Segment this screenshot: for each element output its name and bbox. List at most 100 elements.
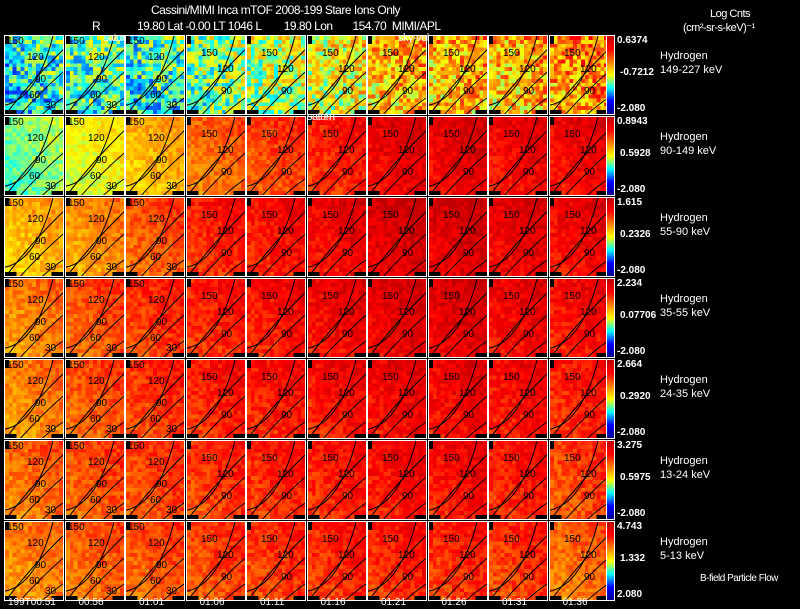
contour-line (404, 421, 426, 438)
contour-line (102, 97, 124, 114)
heatmap-cells (65, 279, 124, 357)
contour-label: 30 (106, 262, 118, 273)
contour-line (443, 71, 487, 114)
sky-map-panel: 150 120 90 60 30 (4, 521, 64, 601)
heatmap-cells (549, 279, 608, 357)
contour-line (41, 421, 63, 438)
sky-map-panel: 150 120 90 (185, 521, 246, 601)
contour-label: 150 (443, 129, 460, 140)
pitch-angle-contours: 150 120 90 (428, 522, 487, 600)
sky-map-panel: 150 120 90 (488, 359, 548, 439)
contour-label: 90 (342, 167, 354, 178)
contour-line (525, 421, 547, 438)
contour-label: 120 (580, 550, 597, 561)
contour-label: 90 (342, 329, 354, 340)
sky-map-panel: 150 120 90 (185, 197, 246, 277)
contour-line (65, 211, 124, 276)
contour-line (428, 360, 477, 430)
sky-map-panel: 150 120 90 (306, 521, 367, 601)
contour-line (201, 71, 245, 114)
contour-label: 90 (156, 74, 168, 85)
contour-label: 30 (166, 343, 178, 354)
colorbar-min: 2.080 (617, 589, 643, 600)
pitch-angle-contours: 150 120 90 (307, 36, 366, 114)
contour-label: 30 (106, 100, 118, 111)
contour-label: 90 (281, 410, 293, 421)
contour-label: 90 (523, 410, 535, 421)
channel-species: Hydrogen (660, 130, 708, 143)
contour-label: 90 (342, 491, 354, 502)
sky-map-panel: 150 120 90 60 30 (125, 521, 185, 601)
contour-label: 150 (503, 453, 520, 464)
heatmap-cells (307, 279, 366, 357)
position-info: 19.80 Lat -0.00 LT 1046 L 19.80 Lon 154.… (137, 19, 441, 33)
plot-title: Cassini/MIMI Inca mTOF 2008-199 Stare Io… (151, 3, 401, 17)
contour-line (344, 178, 366, 195)
contour-label: 150 (503, 129, 520, 140)
contour-label: 90 (281, 572, 293, 583)
contour-line (368, 279, 417, 349)
contour-line (5, 36, 54, 106)
contour-line (201, 152, 245, 195)
contour-label: 30 (45, 262, 57, 273)
contour-label: 120 (459, 388, 476, 399)
contour-line (443, 395, 487, 438)
contour-label: 60 (150, 171, 162, 182)
contour-line (247, 373, 305, 438)
colorbar (606, 197, 615, 277)
contour-label: 150 (128, 522, 145, 533)
heatmap-cells (186, 360, 245, 438)
contour-line (65, 360, 114, 430)
contour-line (5, 279, 54, 349)
contour-line (489, 360, 538, 430)
sky-map-panel: 150 120 90 (367, 440, 427, 520)
contour-label: 90 (221, 329, 233, 340)
heatmap-cells (489, 198, 547, 276)
contour-line (443, 152, 487, 195)
contour-label: 90 (221, 86, 233, 97)
contour-line (307, 117, 356, 187)
contour-line (283, 421, 305, 438)
heatmap-cells (65, 522, 124, 600)
contour-label: 150 (322, 291, 339, 302)
contour-label: 90 (584, 86, 596, 97)
sky-map-panel: 150 120 90 (488, 35, 548, 115)
contour-line (5, 535, 63, 600)
heatmap-cells (368, 117, 426, 195)
contour-label: 150 (7, 360, 24, 371)
contour-label: 90 (402, 248, 414, 259)
contour-line (549, 454, 608, 519)
contour-line (549, 535, 608, 600)
contour-line (525, 178, 547, 195)
heatmap-cells (5, 522, 63, 600)
pitch-angle-contours: 150 120 90 (186, 441, 245, 519)
contour-label: 120 (277, 388, 294, 399)
contour-line (162, 502, 184, 519)
colorbar-max: 2.234 (617, 278, 643, 289)
contour-label: 120 (27, 376, 44, 387)
pitch-angle-contours: 150 120 90 (247, 522, 305, 600)
contour-label: 150 (201, 534, 218, 545)
contour-label: 30 (45, 100, 57, 111)
sky-map-panel: 150 120 90 60 30 (64, 35, 125, 115)
contour-line (223, 259, 245, 276)
contour-label: 150 (128, 117, 145, 128)
contour-label: 90 (156, 479, 168, 490)
pitch-angle-contours: 150 120 90 (489, 360, 547, 438)
contour-line (283, 340, 305, 357)
contour-label: 150 (564, 210, 581, 221)
sky-map-panel: 150 120 90 (306, 116, 367, 196)
contour-label: 60 (29, 576, 41, 587)
contour-line (247, 522, 296, 592)
contour-line (489, 373, 547, 438)
contour-line (549, 117, 598, 187)
heatmap-cells (549, 36, 608, 114)
contour-label: 150 (322, 453, 339, 464)
contour-label: 90 (342, 86, 354, 97)
contour-label: 60 (90, 495, 102, 506)
contour-line (564, 557, 608, 600)
